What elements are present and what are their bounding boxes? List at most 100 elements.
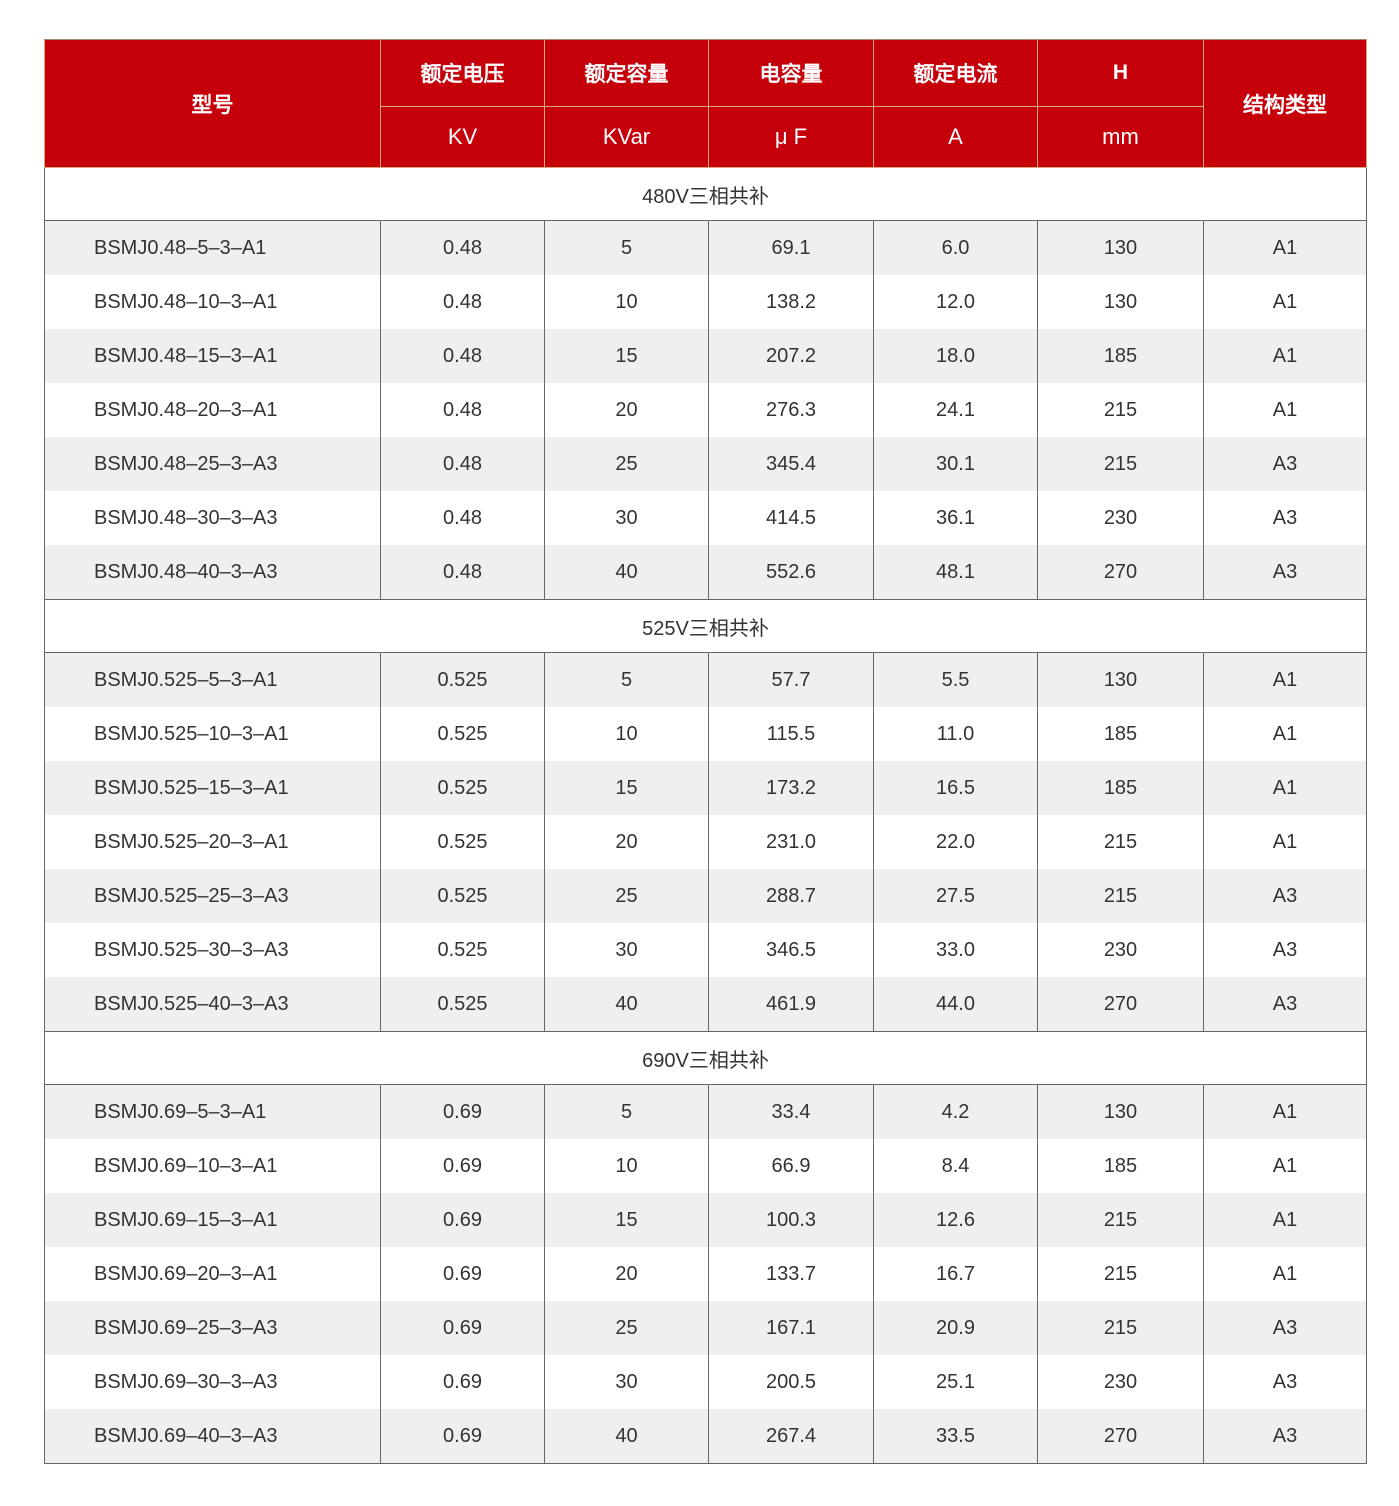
cell-height: 215 <box>1037 1193 1204 1247</box>
cell-capacitance: 461.9 <box>708 977 874 1032</box>
cell-capacitance: 100.3 <box>708 1193 874 1247</box>
section-row: 525V三相共补 <box>44 599 1367 653</box>
cell-structure-type: A1 <box>1203 1139 1367 1193</box>
cell-structure-type: A3 <box>1203 923 1367 977</box>
unit-voltage: KV <box>380 106 545 168</box>
cell-capacitance: 288.7 <box>708 869 874 923</box>
cell-structure-type: A1 <box>1203 1247 1367 1301</box>
cell-rated-current: 6.0 <box>873 220 1038 275</box>
table-row: BSMJ0.69–40–3–A3 0.69 40 267.4 33.5 270 A3 <box>44 1409 1367 1464</box>
cell-model: BSMJ0.48–20–3–A1 <box>44 383 381 437</box>
cell-rated-current: 12.0 <box>873 275 1038 329</box>
cell-rated-capacity: 15 <box>544 761 709 815</box>
cell-structure-type: A3 <box>1203 491 1367 545</box>
cell-capacitance: 207.2 <box>708 329 874 383</box>
cell-height: 230 <box>1037 491 1204 545</box>
cell-rated-voltage: 0.69 <box>380 1139 545 1193</box>
cell-rated-current: 44.0 <box>873 977 1038 1032</box>
cell-rated-capacity: 25 <box>544 1301 709 1355</box>
section-title: 480V三相共补 <box>44 167 1367 221</box>
cell-rated-voltage: 0.525 <box>380 923 545 977</box>
cell-height: 215 <box>1037 815 1204 869</box>
section-title: 690V三相共补 <box>44 1031 1367 1085</box>
cell-model: BSMJ0.525–20–3–A1 <box>44 815 381 869</box>
table-row: BSMJ0.525–30–3–A3 0.525 30 346.5 33.0 230 A3 <box>44 923 1367 977</box>
cell-capacitance: 276.3 <box>708 383 874 437</box>
cell-rated-capacity: 5 <box>544 652 709 707</box>
cell-rated-current: 11.0 <box>873 707 1038 761</box>
cell-model: BSMJ0.48–25–3–A3 <box>44 437 381 491</box>
cell-rated-capacity: 40 <box>544 545 709 600</box>
cell-rated-voltage: 0.48 <box>380 545 545 600</box>
cell-capacitance: 133.7 <box>708 1247 874 1301</box>
cell-rated-voltage: 0.525 <box>380 761 545 815</box>
header-structure-type: 结构类型 <box>1203 39 1367 168</box>
cell-structure-type: A1 <box>1203 329 1367 383</box>
cell-structure-type: A3 <box>1203 1355 1367 1409</box>
cell-capacitance: 57.7 <box>708 652 874 707</box>
cell-rated-capacity: 10 <box>544 1139 709 1193</box>
table-row: BSMJ0.525–40–3–A3 0.525 40 461.9 44.0 270 A3 <box>44 977 1367 1032</box>
cell-structure-type: A3 <box>1203 437 1367 491</box>
table-row: BSMJ0.69–25–3–A3 0.69 25 167.1 20.9 215 A3 <box>44 1301 1367 1355</box>
cell-rated-voltage: 0.525 <box>380 652 545 707</box>
cell-model: BSMJ0.525–25–3–A3 <box>44 869 381 923</box>
cell-capacitance: 414.5 <box>708 491 874 545</box>
table-row: BSMJ0.69–15–3–A1 0.69 15 100.3 12.6 215 A1 <box>44 1193 1367 1247</box>
cell-rated-voltage: 0.48 <box>380 329 545 383</box>
cell-rated-current: 25.1 <box>873 1355 1038 1409</box>
cell-structure-type: A1 <box>1203 383 1367 437</box>
table-row: BSMJ0.48–5–3–A1 0.48 5 69.1 6.0 130 A1 <box>44 220 1367 275</box>
cell-rated-voltage: 0.525 <box>380 869 545 923</box>
table-row: BSMJ0.48–40–3–A3 0.48 40 552.6 48.1 270 A3 <box>44 545 1367 600</box>
cell-rated-capacity: 30 <box>544 923 709 977</box>
cell-rated-current: 20.9 <box>873 1301 1038 1355</box>
unit-capacitance: μ F <box>708 106 874 168</box>
cell-rated-current: 33.5 <box>873 1409 1038 1464</box>
cell-model: BSMJ0.525–15–3–A1 <box>44 761 381 815</box>
table-row: BSMJ0.525–20–3–A1 0.525 20 231.0 22.0 215 A1 <box>44 815 1367 869</box>
cell-structure-type: A1 <box>1203 1084 1367 1139</box>
cell-rated-current: 12.6 <box>873 1193 1038 1247</box>
cell-rated-capacity: 25 <box>544 437 709 491</box>
cell-rated-voltage: 0.525 <box>380 977 545 1032</box>
section-title: 525V三相共补 <box>44 599 1367 653</box>
cell-structure-type: A1 <box>1203 220 1367 275</box>
cell-model: BSMJ0.69–40–3–A3 <box>44 1409 381 1464</box>
table-row: BSMJ0.48–20–3–A1 0.48 20 276.3 24.1 215 A1 <box>44 383 1367 437</box>
cell-rated-current: 27.5 <box>873 869 1038 923</box>
cell-structure-type: A1 <box>1203 652 1367 707</box>
cell-capacitance: 167.1 <box>708 1301 874 1355</box>
cell-height: 270 <box>1037 545 1204 600</box>
cell-model: BSMJ0.525–40–3–A3 <box>44 977 381 1032</box>
cell-structure-type: A1 <box>1203 761 1367 815</box>
cell-rated-voltage: 0.69 <box>380 1409 545 1464</box>
cell-height: 185 <box>1037 761 1204 815</box>
cell-rated-capacity: 20 <box>544 1247 709 1301</box>
cell-rated-current: 18.0 <box>873 329 1038 383</box>
header-rated-voltage: 额定电压 <box>380 39 545 107</box>
cell-model: BSMJ0.525–10–3–A1 <box>44 707 381 761</box>
cell-rated-capacity: 10 <box>544 275 709 329</box>
cell-model: BSMJ0.69–10–3–A1 <box>44 1139 381 1193</box>
table-row: BSMJ0.525–15–3–A1 0.525 15 173.2 16.5 185 A1 <box>44 761 1367 815</box>
cell-height: 215 <box>1037 437 1204 491</box>
cell-capacitance: 66.9 <box>708 1139 874 1193</box>
cell-rated-voltage: 0.69 <box>380 1193 545 1247</box>
cell-capacitance: 345.4 <box>708 437 874 491</box>
cell-model: BSMJ0.69–15–3–A1 <box>44 1193 381 1247</box>
cell-model: BSMJ0.48–30–3–A3 <box>44 491 381 545</box>
header-rated-capacity: 额定容量 <box>544 39 709 107</box>
cell-capacitance: 346.5 <box>708 923 874 977</box>
unit-capacity: KVar <box>544 106 709 168</box>
cell-height: 185 <box>1037 1139 1204 1193</box>
cell-height: 215 <box>1037 383 1204 437</box>
cell-rated-voltage: 0.525 <box>380 707 545 761</box>
table-row: BSMJ0.69–30–3–A3 0.69 30 200.5 25.1 230 A3 <box>44 1355 1367 1409</box>
cell-model: BSMJ0.48–10–3–A1 <box>44 275 381 329</box>
cell-rated-current: 4.2 <box>873 1084 1038 1139</box>
cell-rated-voltage: 0.69 <box>380 1301 545 1355</box>
section-row: 690V三相共补 <box>44 1031 1367 1085</box>
unit-current: A <box>873 106 1038 168</box>
cell-rated-current: 16.5 <box>873 761 1038 815</box>
